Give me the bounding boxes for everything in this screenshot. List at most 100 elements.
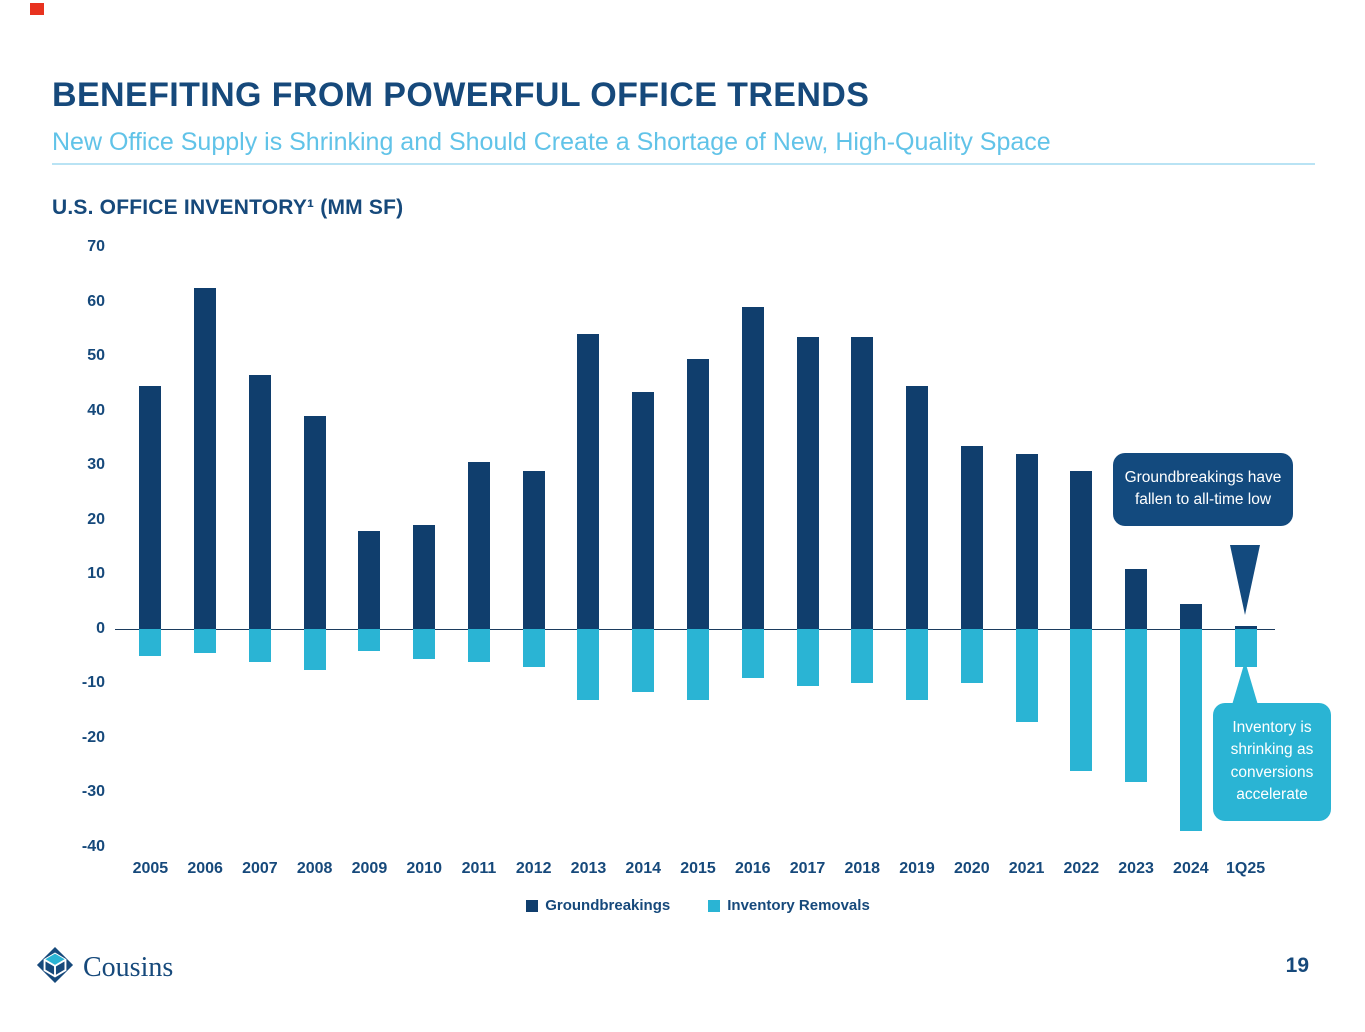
header-divider [52, 163, 1315, 165]
bar-inventory-removals-2019 [906, 628, 929, 700]
x-tick-label: 2008 [296, 860, 333, 877]
x-tick-label: 2021 [1008, 860, 1045, 877]
legend-swatch [708, 899, 721, 912]
bar-groundbreakings-2006 [194, 287, 217, 629]
y-tick-label: 40 [87, 401, 105, 419]
y-tick-label: -40 [81, 838, 105, 855]
bar-groundbreakings-2012 [522, 470, 545, 629]
bar-groundbreakings-2019 [906, 386, 929, 629]
y-tick-label: 50 [87, 347, 105, 365]
bar-inventory-removals-2024 [1179, 628, 1202, 831]
chart-legend: Groundbreakings Inventory Removals [123, 897, 1273, 914]
y-tick-label: 10 [87, 565, 105, 583]
bar-inventory-removals-2023 [1125, 628, 1148, 782]
cousins-logo-icon [36, 946, 74, 989]
bar-inventory-removals-2006 [194, 628, 217, 654]
bar-inventory-removals-2005 [139, 628, 162, 657]
x-tick-label: 2017 [789, 860, 826, 877]
y-tick-label: 0 [96, 619, 105, 637]
x-tick-label: 2012 [515, 860, 552, 877]
bar-groundbreakings-2021 [1015, 454, 1038, 629]
y-tick-label: -30 [81, 783, 105, 801]
x-tick-label: 2010 [406, 860, 442, 877]
bar-inventory-removals-2016 [741, 628, 764, 678]
bar-chart: 70 60 50 40 30 20 10 0 -10 -20 -30 -40 Groundbreaki… [52, 238, 1332, 967]
bar-groundbreakings-2015 [687, 358, 709, 629]
bar-groundbreakings-2007 [248, 375, 271, 629]
bar-groundbreakings-2011 [467, 462, 490, 629]
brand-wordmark: Cousins [83, 951, 174, 983]
bar-groundbreakings-2023 [1125, 568, 1148, 629]
bar-groundbreakings-2022 [1070, 470, 1093, 629]
x-tick-label: 2011 [461, 860, 497, 877]
bar-groundbreakings-2005 [139, 386, 162, 629]
legend-swatch [526, 899, 539, 912]
bar-groundbreakings-2013 [577, 334, 600, 629]
bar-inventory-removals-2018 [851, 628, 874, 684]
x-tick-label: 1Q25 [1226, 860, 1266, 877]
x-tick-label: 2005 [132, 860, 169, 877]
bar-inventory-removals-2012 [522, 628, 545, 667]
page-title: BENEFITING FROM POWERFUL OFFICE TRENDS [52, 76, 870, 114]
x-tick-label: 2024 [1173, 860, 1209, 877]
x-tick-label: 2018 [844, 860, 881, 877]
x-tick-label: 2020 [954, 860, 990, 877]
bar-groundbreakings-2017 [796, 337, 819, 629]
chart-title: U.S. OFFICE INVENTORY¹ (MM SF) [52, 196, 404, 219]
callout-inventory-tail [1232, 661, 1258, 705]
bar-inventory-removals-1Q25 [1234, 628, 1257, 667]
plot-area: Groundbreakings have fallen to all-time … [115, 247, 1331, 847]
bar-groundbreakings-2009 [358, 530, 381, 629]
bar-inventory-removals-2009 [358, 628, 381, 651]
x-tick-label: 2019 [899, 860, 935, 877]
y-tick-label: 30 [87, 456, 105, 474]
bar-inventory-removals-2007 [248, 628, 271, 662]
callout-groundbreakings: Groundbreakings have fallen to all-time … [1113, 453, 1293, 526]
x-tick-label: 2015 [680, 860, 716, 877]
y-tick-label: 60 [87, 292, 105, 310]
red-flag-mark [30, 3, 44, 15]
y-tick-label: 70 [87, 238, 105, 255]
bar-groundbreakings-1Q25 [1234, 626, 1257, 629]
callout-groundbreakings-tail [1230, 545, 1260, 615]
bar-groundbreakings-2010 [413, 525, 436, 629]
bar-groundbreakings-2008 [303, 416, 326, 629]
x-tick-label: 2016 [734, 860, 771, 877]
bar-inventory-removals-2014 [632, 628, 655, 692]
bar-inventory-removals-2017 [796, 628, 819, 687]
page-number: 19 [1285, 954, 1309, 977]
y-tick-label: 20 [87, 510, 105, 528]
x-tick-label: 2014 [625, 860, 662, 877]
legend-label: Groundbreakings [545, 897, 671, 914]
x-tick-label: 2013 [570, 860, 607, 877]
footer-logo: Cousins [36, 946, 173, 989]
bar-groundbreakings-2014 [632, 391, 655, 629]
x-tick-label: 2022 [1063, 860, 1100, 877]
x-tick-label: 2023 [1118, 860, 1154, 877]
callout-inventory: Inventory is shrinking as conversions ac… [1213, 703, 1331, 821]
bar-inventory-removals-2011 [467, 628, 490, 662]
page-subtitle: New Office Supply is Shrinking and Shoul… [52, 128, 1051, 156]
legend-label: Inventory Removals [727, 897, 870, 914]
bar-groundbreakings-2024 [1179, 604, 1202, 629]
bar-inventory-removals-2015 [687, 628, 709, 700]
bar-inventory-removals-2013 [577, 628, 600, 700]
x-tick-label: 2006 [187, 860, 223, 877]
y-axis: 70 60 50 40 30 20 10 0 -10 -20 -30 -40 [52, 238, 123, 855]
bar-groundbreakings-2016 [741, 307, 764, 629]
bar-inventory-removals-2008 [303, 628, 326, 670]
bar-inventory-removals-2010 [413, 628, 436, 659]
y-tick-label: -10 [81, 674, 105, 692]
bar-groundbreakings-2018 [851, 337, 874, 629]
bar-groundbreakings-2020 [960, 446, 983, 629]
bar-inventory-removals-2021 [1015, 628, 1038, 722]
x-tick-label: 2009 [351, 860, 388, 877]
bar-inventory-removals-2022 [1070, 628, 1093, 771]
legend-item: Inventory Removals [708, 897, 870, 914]
y-tick-label: -20 [81, 728, 105, 746]
x-axis: 2005 2006 2007 2008 2009 2010 2011 2012 2013 2014… [123, 860, 1273, 884]
bar-inventory-removals-2020 [960, 628, 983, 684]
legend-item: Groundbreakings [526, 897, 670, 914]
x-tick-label: 2007 [242, 860, 278, 877]
